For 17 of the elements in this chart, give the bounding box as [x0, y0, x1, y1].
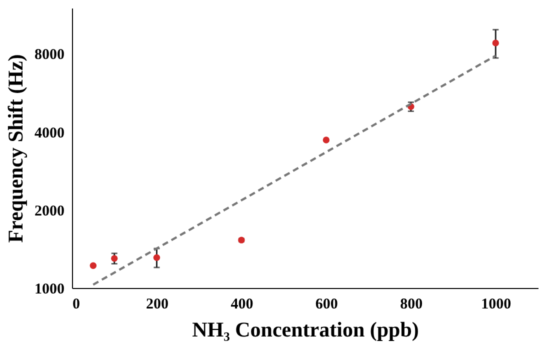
y-axis-title: Frequency Shift (Hz) [4, 54, 28, 243]
point [322, 136, 330, 144]
x-tick-label: 600 [315, 296, 338, 312]
y-tick-label: 1000 [34, 282, 64, 298]
x-axis-title: NH₃ Concentration (ppb) [192, 318, 419, 342]
x-tick-label: 400 [230, 296, 254, 312]
x-tick-label: 1000 [481, 296, 512, 312]
x-tick-label: 800 [400, 296, 423, 312]
y-tick-label: 8000 [34, 47, 64, 64]
x-tick-label: 200 [146, 296, 168, 312]
y-tick-label: 2000 [34, 203, 64, 220]
point [90, 262, 97, 269]
point [492, 40, 499, 46]
x-tick-label: 0 [72, 296, 80, 312]
y-tick-label: 4000 [34, 125, 64, 142]
point [153, 254, 160, 261]
point [111, 255, 118, 262]
